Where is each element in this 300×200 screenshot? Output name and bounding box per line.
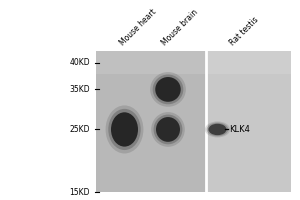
Ellipse shape [207, 123, 228, 136]
Text: KLK4: KLK4 [230, 125, 250, 134]
Ellipse shape [111, 112, 138, 147]
Text: 25KD: 25KD [70, 125, 90, 134]
Ellipse shape [205, 121, 230, 137]
Bar [96, 51, 206, 192]
Text: 35KD: 35KD [69, 85, 90, 94]
Ellipse shape [154, 115, 182, 144]
Ellipse shape [153, 75, 183, 104]
Bar [206, 51, 291, 192]
Text: Mouse heart: Mouse heart [118, 7, 158, 47]
Ellipse shape [155, 77, 181, 102]
Ellipse shape [208, 124, 226, 135]
Text: 40KD: 40KD [69, 58, 90, 67]
Text: Rat testis: Rat testis [228, 15, 260, 47]
Text: 15KD: 15KD [70, 188, 90, 197]
Ellipse shape [150, 72, 186, 107]
Ellipse shape [151, 112, 185, 147]
Ellipse shape [108, 109, 141, 150]
Text: Mouse brain: Mouse brain [160, 8, 200, 47]
Bar [96, 51, 206, 74]
Ellipse shape [106, 105, 143, 153]
Bar [206, 51, 291, 74]
Ellipse shape [156, 117, 180, 142]
